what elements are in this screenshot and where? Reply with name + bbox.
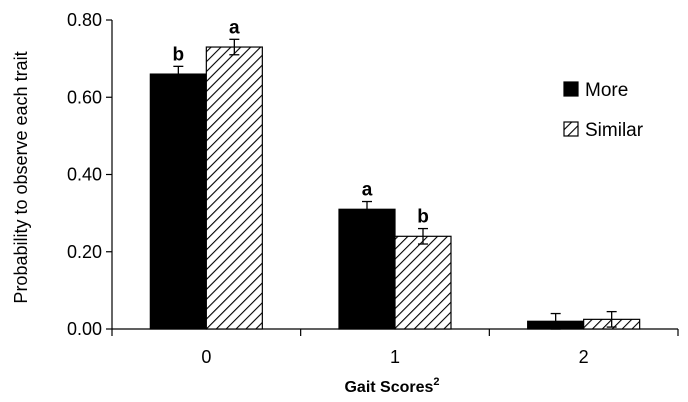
significance-label: a [229,17,240,38]
x-tick-label: 0 [201,347,211,367]
y-tick-label: 0.40 [67,165,102,185]
x-axis: 0 1 2 [111,328,679,367]
x-axis-label-superscript: 2 [433,376,439,388]
bar-more [338,208,396,330]
legend-label: More [585,80,628,101]
x-axis-label-text: Gait Scores [344,379,433,396]
legend-swatch [563,81,579,97]
bar-more [149,73,207,330]
bar-similar [394,235,452,330]
x-axis-label: Gait Scores2 [344,376,439,396]
x-tick-label: 2 [579,347,589,367]
y-axis: 0.00 0.20 0.40 0.60 0.80 [67,10,113,339]
y-axis-label: Probability to observe each trait [11,51,31,303]
significance-label: a [362,180,373,201]
significance-label: b [173,44,185,65]
y-tick-label: 0.80 [67,10,102,30]
legend: More Similar [563,80,644,141]
bars: b a a b [149,17,641,330]
y-tick-label: 0.60 [67,87,102,107]
y-tick-label: 0.20 [67,242,102,262]
legend-swatch [563,121,579,137]
bar-similar [205,46,263,330]
x-tick-label: 1 [390,347,400,367]
significance-label: b [417,207,429,228]
legend-label: Similar [585,120,644,141]
y-tick-label: 0.00 [67,319,102,339]
